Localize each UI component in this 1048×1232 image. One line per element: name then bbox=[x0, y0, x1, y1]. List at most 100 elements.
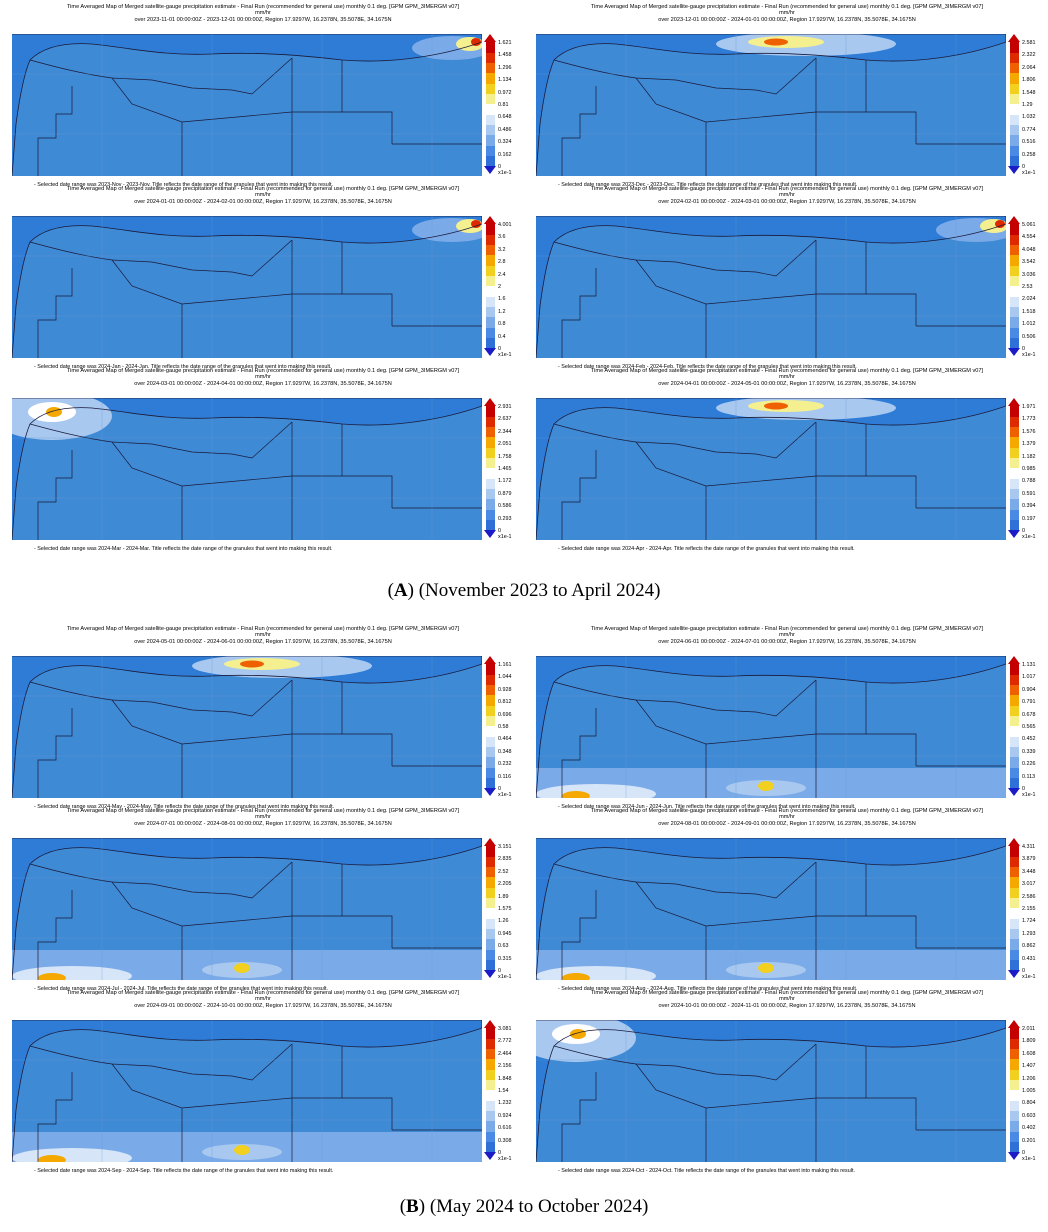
map-units: mm/hr bbox=[779, 374, 795, 381]
colorbar-tick-label: 0.791 bbox=[1022, 699, 1036, 706]
colorbar-segment bbox=[1010, 275, 1019, 287]
ocean-area bbox=[12, 1020, 482, 1162]
precip-peak bbox=[46, 407, 62, 417]
colorbar-segment bbox=[1010, 327, 1019, 339]
precip-peak bbox=[764, 402, 788, 410]
colorbar-tick-label: 0 bbox=[498, 1150, 501, 1156]
colorbar-tick-label: 2.586 bbox=[1022, 893, 1036, 900]
coastline bbox=[536, 398, 1006, 540]
colorbar-segment bbox=[1010, 306, 1019, 318]
map-title: Time Averaged Map of Merged satellite-ga… bbox=[66, 626, 460, 632]
colorbar-segment bbox=[486, 255, 495, 266]
colorbar-segment bbox=[486, 135, 495, 146]
colorbar-tick-label: 4.048 bbox=[1022, 246, 1036, 253]
map-units: mm/hr bbox=[255, 632, 271, 639]
country-border-5 bbox=[341, 424, 393, 508]
colorbar-segment bbox=[1010, 155, 1019, 167]
colorbar-tick-label: 2.464 bbox=[498, 1050, 512, 1057]
colorbar-tick-label: 1.54 bbox=[498, 1088, 509, 1094]
colorbar-segment bbox=[1010, 715, 1019, 727]
colorbar-tick-label: 0.258 bbox=[1022, 151, 1036, 158]
country-border-3 bbox=[231, 239, 293, 277]
colorbar-tick-label: 0.113 bbox=[1022, 773, 1036, 780]
colorbar-max-arrow bbox=[484, 838, 496, 846]
country-border-3 bbox=[755, 57, 817, 95]
colorbar-min-arrow bbox=[1008, 348, 1020, 356]
colorbar-gradient bbox=[1010, 42, 1019, 167]
colorbar-tick-label: 1.172 bbox=[498, 478, 512, 485]
colorbar-min-arrow bbox=[1008, 530, 1020, 538]
colorbar-segment bbox=[1010, 317, 1019, 328]
colorbar-tick-label: 0.985 bbox=[1022, 466, 1036, 472]
colorbar-unit: x1e-1 bbox=[1022, 1156, 1036, 1162]
colorbar-tick-label: 1.89 bbox=[498, 893, 509, 900]
coastline bbox=[536, 656, 1006, 798]
colorbar-segment bbox=[1010, 244, 1019, 256]
colorbar-gradient bbox=[1010, 846, 1019, 971]
country-border-2 bbox=[635, 259, 707, 358]
colorbar-tick-label: 0 bbox=[1022, 1150, 1025, 1156]
colorbar-min-arrow bbox=[484, 166, 496, 174]
colorbar-tick-label: 1.26 bbox=[498, 918, 509, 925]
colorbar-segment bbox=[1010, 887, 1019, 899]
colorbar-tick-label: 0.812 bbox=[498, 699, 512, 706]
precipitation-map bbox=[536, 398, 1006, 540]
precip-peak2 bbox=[758, 781, 774, 791]
colorbar-segment bbox=[1010, 1079, 1019, 1091]
colorbar-segment bbox=[486, 1131, 495, 1143]
map-title: Time Averaged Map of Merged satellite-ga… bbox=[590, 368, 984, 374]
country-border-1 bbox=[561, 708, 597, 798]
colorbar-tick-label: 2.8 bbox=[498, 259, 506, 266]
colorbar-tick-label: 0.324 bbox=[498, 139, 512, 146]
colorbar-tick-label: 2.344 bbox=[498, 428, 512, 435]
colorbar: 4.001 3.6 3.2 2.8 2.4 2 1.6 1.2 0.8 0.4 0 x1e-1 bbox=[484, 216, 520, 358]
colorbar-segment bbox=[486, 684, 495, 696]
country-border-3 bbox=[755, 861, 817, 899]
colorbar-segment bbox=[486, 265, 495, 277]
colorbar-segment bbox=[1010, 296, 1019, 308]
colorbar-segment bbox=[1010, 52, 1019, 64]
colorbar-tick-label: 0.4 bbox=[498, 333, 506, 340]
country-border-7 bbox=[181, 733, 293, 745]
colorbar-segment bbox=[486, 286, 495, 297]
map-panel-2024-mar: Time Averaged Map of Merged satellite-ga… bbox=[4, 368, 522, 558]
colorbar-tick-label: 0.591 bbox=[1022, 490, 1036, 497]
colorbar-segment bbox=[1010, 104, 1019, 115]
colorbar-segment bbox=[1010, 457, 1019, 469]
colorbar-tick-label: 0.162 bbox=[498, 151, 512, 158]
precipitation-map bbox=[536, 838, 1006, 980]
precip-peak bbox=[562, 791, 590, 798]
colorbar-segment bbox=[486, 114, 495, 126]
ocean-area bbox=[536, 838, 1006, 980]
country-border-7 bbox=[181, 111, 293, 123]
colorbar-segment bbox=[486, 488, 495, 500]
colorbar-tick-label: 2.835 bbox=[498, 856, 512, 863]
colorbar-tick-label: 0 bbox=[498, 968, 501, 974]
colorbar-tick-label: 2.064 bbox=[1022, 64, 1036, 71]
map-period: over 2024-05-01 00:00:00Z - 2024-06-01 0… bbox=[134, 638, 392, 645]
map-title: Time Averaged Map of Merged satellite-ga… bbox=[66, 990, 460, 996]
coastline bbox=[12, 838, 482, 980]
colorbar-unit: x1e-1 bbox=[498, 974, 512, 980]
colorbar-tick-label: 1.232 bbox=[498, 1100, 512, 1107]
colorbar-tick-label: 2.52 bbox=[498, 868, 509, 875]
map-period: over 2024-04-01 00:00:00Z - 2024-05-01 0… bbox=[658, 380, 916, 387]
colorbar-max-arrow bbox=[1008, 1020, 1020, 1028]
precipitation-map bbox=[12, 216, 482, 358]
colorbar-segment bbox=[486, 908, 495, 919]
date-range-note: - Selected date range was 2024-Jun - 202… bbox=[558, 804, 856, 810]
colorbar-unit: x1e-1 bbox=[1022, 974, 1036, 980]
country-border-3 bbox=[755, 679, 817, 717]
colorbar-tick-label: 0 bbox=[1022, 968, 1025, 974]
map-title-block: Time Averaged Map of Merged satellite-ga… bbox=[4, 990, 522, 1009]
colorbar-segment bbox=[486, 337, 495, 349]
country-border-5 bbox=[865, 682, 917, 766]
colorbar-segment bbox=[1010, 83, 1019, 95]
colorbar-tick-label: 1.161 bbox=[498, 662, 512, 668]
colorbar-segment bbox=[486, 1059, 495, 1070]
colorbar-segment bbox=[486, 918, 495, 930]
colorbar-tick-label: 0.293 bbox=[498, 515, 512, 522]
colorbar-tick-label: 0.862 bbox=[1022, 943, 1036, 950]
colorbar-tick-label: 1.458 bbox=[498, 52, 512, 59]
coastline bbox=[536, 34, 1006, 176]
